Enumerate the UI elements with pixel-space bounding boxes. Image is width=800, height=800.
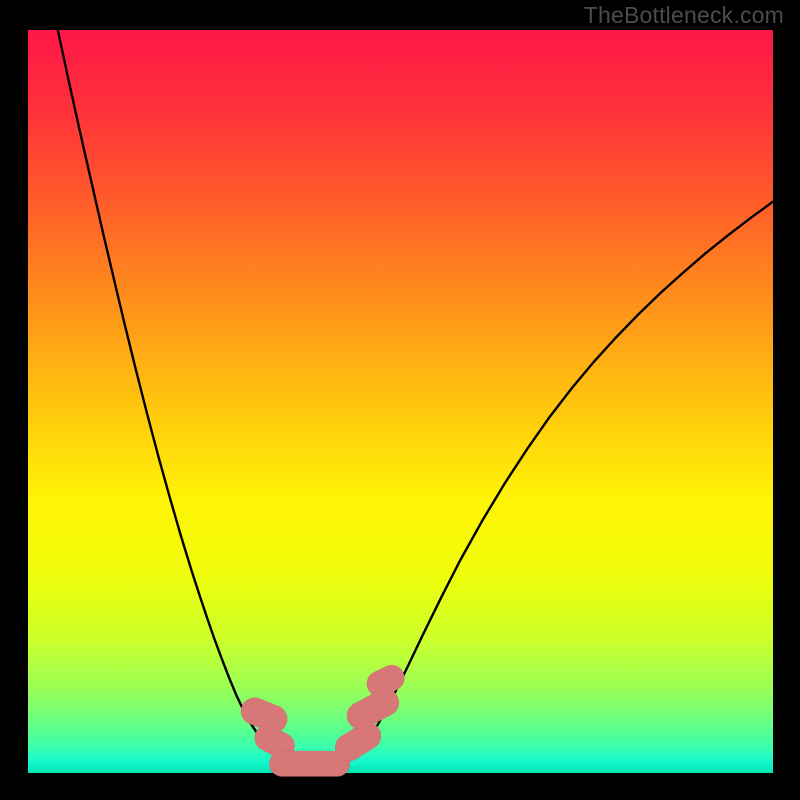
watermark-text: TheBottleneck.com — [584, 2, 784, 29]
curve-left — [58, 30, 315, 773]
plot-area — [28, 30, 773, 773]
marker-capsule — [363, 661, 409, 701]
chart-frame: TheBottleneck.com — [0, 0, 800, 800]
curve-layer — [28, 30, 773, 773]
markers-group — [237, 661, 408, 776]
